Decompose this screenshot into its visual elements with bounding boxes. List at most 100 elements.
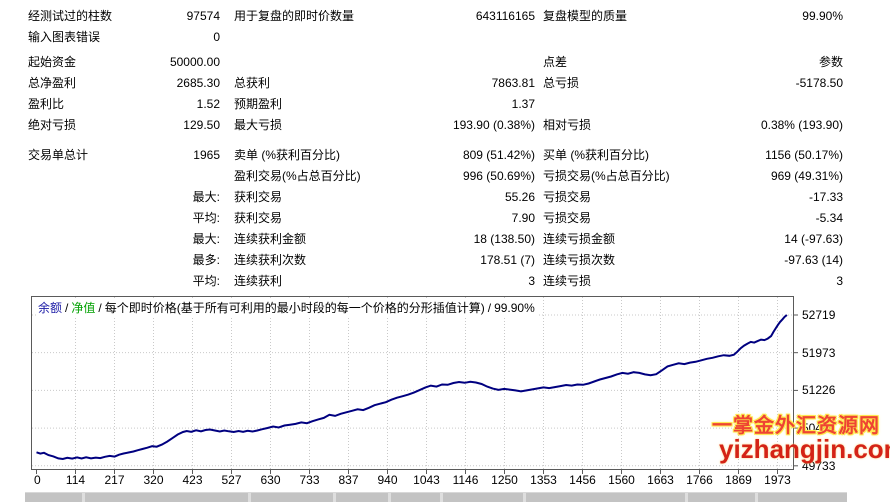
- stat-value: -17.33: [808, 189, 843, 204]
- x-axis-label: 1560: [608, 473, 635, 487]
- legend-model-description: 每个即时价格(基于所有可利用的最小时段的每一个价格的分形插值计算): [104, 301, 485, 315]
- stats-row: 交易单总计 1965 卖单 (%获利百分比) 809 (51.42%) 买单 (%获利百…: [28, 144, 871, 165]
- x-axis-label: 733: [299, 473, 320, 487]
- stats-row: 最大: 连续获利金额 18 (138.50) 连续亏损金额 14 (-97.63): [28, 228, 871, 249]
- legend-separator: /: [98, 301, 102, 315]
- stat-value: 0: [213, 29, 220, 44]
- stat-value: 14 (-97.63): [784, 231, 843, 246]
- stat-value: 193.90 (0.38%): [452, 117, 535, 132]
- legend-balance-label: 余额: [38, 301, 63, 315]
- x-axis-label: 1043: [413, 473, 440, 487]
- stat-value: 1156 (50.17%): [765, 147, 843, 162]
- stat-value: 129.50: [183, 117, 220, 132]
- legend-quality-value: 99.90%: [494, 301, 535, 315]
- y-axis-label: 49733: [802, 458, 836, 473]
- stat-label: 获利交易: [234, 211, 283, 225]
- stat-value: -5.34: [815, 210, 843, 225]
- stat-label: 复盘模型的质量: [543, 9, 628, 23]
- stat-value: 1.52: [196, 96, 220, 111]
- stat-label: 总亏损: [543, 76, 580, 90]
- x-axis-label: 1456: [569, 473, 596, 487]
- column-divider: [523, 493, 526, 502]
- legend-separator: /: [487, 301, 492, 315]
- stat-label: 交易单总计: [28, 148, 89, 162]
- column-divider: [248, 493, 251, 502]
- backtest-stats-table: 经测试过的柱数 97574 用于复盘的即时价数量 643116165 复盘模型的质量 99…: [0, 5, 871, 291]
- legend-separator: /: [65, 301, 69, 315]
- x-axis-label: 1973: [764, 473, 791, 487]
- stat-value: 55.26: [504, 189, 535, 204]
- stat-label: 最大亏损: [234, 118, 283, 132]
- stat-value: 参数: [818, 55, 843, 69]
- stats-row: 绝对亏损 129.50 最大亏损 193.90 (0.38%) 相对亏损 0.38% (1…: [28, 114, 871, 135]
- column-divider: [333, 493, 336, 502]
- stat-value: 7.90: [511, 210, 535, 225]
- y-axis-label: 51226: [802, 383, 836, 398]
- stat-value: 0.38% (193.90): [760, 117, 843, 132]
- x-axis-label: 0: [34, 473, 41, 487]
- stat-label: 连续亏损金额: [543, 232, 616, 246]
- x-axis-label: 320: [143, 473, 164, 487]
- stat-label: 亏损交易: [543, 211, 592, 225]
- stat-label: 经测试过的柱数: [28, 9, 113, 23]
- stat-value: 178.51 (7): [480, 252, 535, 267]
- x-axis-label: 1250: [491, 473, 518, 487]
- column-divider: [755, 493, 758, 502]
- stat-label: 亏损交易: [543, 190, 592, 204]
- stat-value: 1965: [193, 147, 220, 162]
- stat-value: 3: [528, 273, 535, 288]
- stat-value: 996 (50.69%): [462, 168, 535, 183]
- stat-value: 平均:: [192, 274, 220, 288]
- stat-label: 连续亏损: [543, 274, 592, 288]
- stat-label: 盈利交易(%占总百分比): [234, 169, 361, 183]
- stat-value: 平均:: [192, 211, 220, 225]
- stat-label: 用于复盘的即时价数量: [234, 9, 355, 23]
- equity-chart: 余额 / 净值 / 每个即时价格(基于所有可利用的最小时段的每一个价格的分形插值计算) /…: [31, 296, 835, 487]
- stat-value: 3: [836, 273, 843, 288]
- x-axis-label: 837: [338, 473, 359, 487]
- stats-row: 平均: 获利交易 7.90 亏损交易 -5.34: [28, 207, 871, 228]
- stat-label: 连续获利次数: [234, 253, 307, 267]
- stat-value: 最多:: [192, 253, 220, 267]
- stat-label: 卖单 (%获利百分比): [234, 148, 340, 162]
- stat-value: 7863.81: [491, 75, 535, 90]
- stat-label: 买单 (%获利百分比): [543, 148, 649, 162]
- stat-value: 18 (138.50): [473, 231, 535, 246]
- watermark-site-name: 一掌金外汇资源网: [712, 415, 880, 437]
- x-axis-label: 527: [221, 473, 242, 487]
- chart-legend: 余额 / 净值 / 每个即时价格(基于所有可利用的最小时段的每一个价格的分形插值计算) /…: [36, 299, 537, 316]
- stats-row: 输入图表错误 0: [28, 26, 871, 47]
- stat-label: 连续获利金额: [234, 232, 307, 246]
- x-axis-label: 423: [182, 473, 203, 487]
- plot-border: [31, 296, 794, 470]
- stat-label: 总净盈利: [28, 76, 77, 90]
- trade-table-header-strip: [25, 492, 847, 502]
- column-divider: [685, 493, 688, 502]
- stat-value: 643116165: [475, 8, 535, 23]
- stat-value: 最大:: [192, 232, 220, 246]
- equity-curve-svg: [31, 296, 798, 474]
- stats-row: 盈利交易(%占总百分比) 996 (50.69%) 亏损交易(%占总百分比) 969 …: [28, 165, 871, 186]
- stats-row: 最大: 获利交易 55.26 亏损交易 -17.33: [28, 186, 871, 207]
- stat-value: 97574: [186, 8, 220, 23]
- stat-label: 预期盈利: [234, 97, 283, 111]
- x-axis-label: 1146: [452, 473, 479, 487]
- stat-value: 809 (51.42%): [462, 147, 535, 162]
- stat-value: 50000.00: [169, 54, 220, 69]
- y-axis-label: 52719: [802, 307, 836, 322]
- x-axis-label: 940: [377, 473, 398, 487]
- stats-row: 总净盈利 2685.30 总获利 7863.81 总亏损 -5178.50: [28, 72, 871, 93]
- x-axis-label: 1869: [725, 473, 752, 487]
- stat-value: 1.37: [511, 96, 535, 111]
- stats-row: 最多: 连续获利次数 178.51 (7) 连续亏损次数 -97.63 (14): [28, 249, 871, 270]
- stat-label: 盈利比: [28, 97, 65, 111]
- balance-line: [36, 314, 788, 461]
- x-axis-label: 1353: [530, 473, 557, 487]
- stats-row: 起始资金 50000.00 点差 参数: [28, 51, 871, 72]
- stat-label: 输入图表错误: [28, 30, 101, 44]
- stats-row: 盈利比 1.52 预期盈利 1.37: [28, 93, 871, 114]
- x-axis-label: 217: [104, 473, 125, 487]
- x-axis-label: 114: [65, 473, 86, 487]
- stat-label: 亏损交易(%占总百分比): [543, 169, 670, 183]
- stat-label: 绝对亏损: [28, 118, 77, 132]
